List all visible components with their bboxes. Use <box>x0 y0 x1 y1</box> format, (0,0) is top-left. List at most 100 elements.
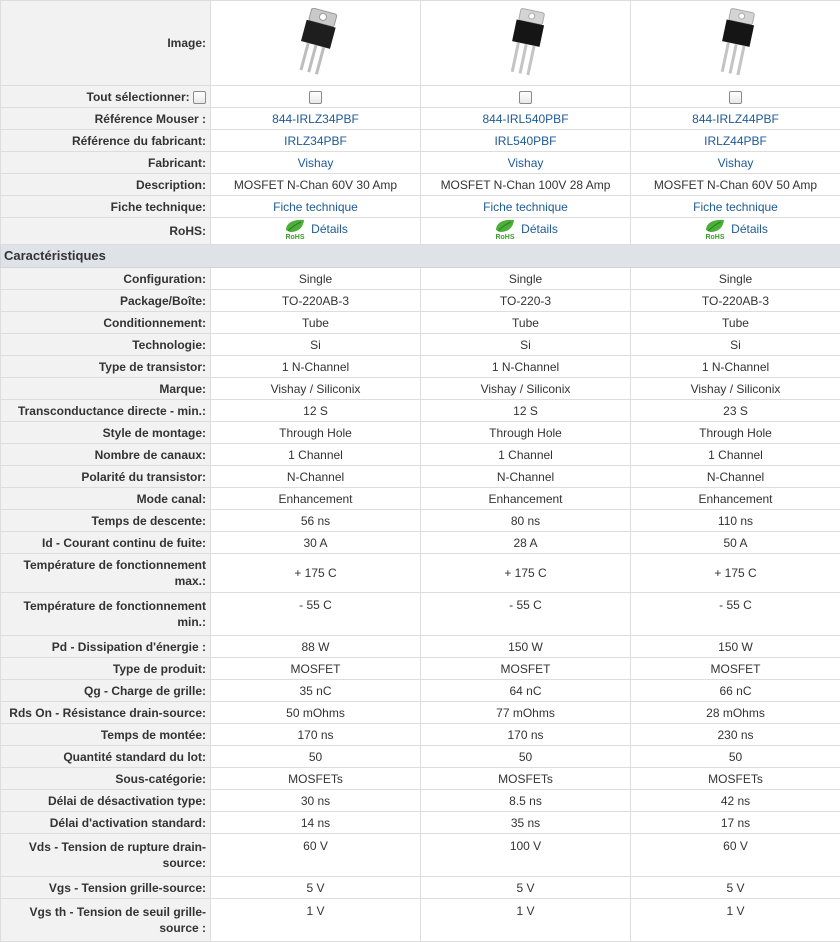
spec-value: 17 ns <box>631 812 840 834</box>
spec-label: Rds On - Résistance drain-source: <box>1 702 211 724</box>
spec-value: 56 ns <box>211 510 421 532</box>
datasheet-link[interactable]: Fiche technique <box>483 200 568 214</box>
spec-label: Configuration: <box>1 268 211 290</box>
manufacturer-link[interactable]: Vishay <box>718 156 754 170</box>
spec-value: Tube <box>631 312 840 334</box>
spec-label: Package/Boîte: <box>1 290 211 312</box>
mouser-ref-link[interactable]: 844-IRL540PBF <box>482 112 568 126</box>
spec-value: Si <box>631 334 840 356</box>
product-checkbox[interactable] <box>309 91 322 104</box>
datasheet-link[interactable]: Fiche technique <box>693 200 778 214</box>
spec-row: Température de fonctionnement max.:+ 175… <box>1 554 840 593</box>
description-value: MOSFET N-Chan 100V 28 Amp <box>421 174 631 196</box>
datasheet-label: Fiche technique: <box>1 196 211 218</box>
datasheet-link[interactable]: Fiche technique <box>273 200 358 214</box>
description-value: MOSFET N-Chan 60V 50 Amp <box>631 174 840 196</box>
spec-value: Single <box>211 268 421 290</box>
spec-value: MOSFET <box>631 658 840 680</box>
rohs-details-text: Détails <box>311 221 348 237</box>
spec-value: Si <box>421 334 631 356</box>
spec-label: Quantité standard du lot: <box>1 746 211 768</box>
product-image[interactable] <box>706 8 766 78</box>
svg-text:RoHS: RoHS <box>286 234 305 240</box>
manufacturer-link[interactable]: Vishay <box>508 156 544 170</box>
product-image[interactable] <box>496 8 556 78</box>
spec-value: MOSFETs <box>211 768 421 790</box>
spec-value: 230 ns <box>631 724 840 746</box>
spec-value: 12 S <box>421 400 631 422</box>
spec-value: 80 ns <box>421 510 631 532</box>
spec-value: 5 V <box>631 877 840 899</box>
mfr-ref-link[interactable]: IRLZ34PBF <box>284 134 347 148</box>
spec-value: 50 mOhms <box>211 702 421 724</box>
rohs-details-link[interactable]: RoHS Détails <box>493 218 558 240</box>
spec-value: 64 nC <box>421 680 631 702</box>
spec-value: 1 V <box>211 899 421 942</box>
spec-value: 30 A <box>211 532 421 554</box>
spec-label: Vgs - Tension grille-source: <box>1 877 211 899</box>
section-header-row: Caractéristiques <box>1 245 840 268</box>
spec-value: 66 nC <box>631 680 840 702</box>
spec-label: Transconductance directe - min.: <box>1 400 211 422</box>
spec-label: Sous-catégorie: <box>1 768 211 790</box>
spec-row: Vgs th - Tension de seuil grille-source … <box>1 899 840 942</box>
spec-value: 60 V <box>211 834 421 877</box>
rohs-details-link[interactable]: RoHS Détails <box>283 218 348 240</box>
mouser-ref-link[interactable]: 844-IRLZ34PBF <box>272 112 359 126</box>
rohs-details-link[interactable]: RoHS Détails <box>703 218 768 240</box>
spec-value: Tube <box>211 312 421 334</box>
spec-value: MOSFETs <box>631 768 840 790</box>
spec-value: 12 S <box>211 400 421 422</box>
spec-value: Vishay / Siliconix <box>631 378 840 400</box>
description-value: MOSFET N-Chan 60V 30 Amp <box>211 174 421 196</box>
mfr-ref-label: Référence du fabricant: <box>1 130 211 152</box>
product-image-cell <box>421 1 631 86</box>
mfr-ref-link[interactable]: IRL540PBF <box>494 134 556 148</box>
spec-value: 170 ns <box>421 724 631 746</box>
spec-value: 1 Channel <box>421 444 631 466</box>
spec-value: MOSFETs <box>421 768 631 790</box>
product-checkbox[interactable] <box>519 91 532 104</box>
spec-row: Température de fonctionnement min.:- 55 … <box>1 593 840 636</box>
spec-label: Temps de descente: <box>1 510 211 532</box>
spec-label: Vgs th - Tension de seuil grille-source … <box>1 899 211 942</box>
product-image[interactable] <box>286 8 346 78</box>
description-row: Description: MOSFET N-Chan 60V 30 Amp MO… <box>1 174 840 196</box>
spec-value: + 175 C <box>631 554 840 593</box>
mouser-ref-link[interactable]: 844-IRLZ44PBF <box>692 112 779 126</box>
mouser-ref-label: Référence Mouser : <box>1 108 211 130</box>
spec-value: 1 N-Channel <box>211 356 421 378</box>
section-title: Caractéristiques <box>1 245 840 268</box>
spec-row: Vds - Tension de rupture drain-source:60… <box>1 834 840 877</box>
spec-value: - 55 C <box>211 593 421 636</box>
spec-value: Tube <box>421 312 631 334</box>
spec-value: 28 mOhms <box>631 702 840 724</box>
rohs-details-text: Détails <box>731 221 768 237</box>
image-label: Image: <box>1 1 211 86</box>
spec-value: Vishay / Siliconix <box>421 378 631 400</box>
spec-value: N-Channel <box>421 466 631 488</box>
select-all-checkbox[interactable] <box>193 91 206 104</box>
mfr-ref-link[interactable]: IRLZ44PBF <box>704 134 767 148</box>
spec-label: Délai d'activation standard: <box>1 812 211 834</box>
spec-value: 42 ns <box>631 790 840 812</box>
select-row: Tout sélectionner: <box>1 86 840 108</box>
select-all-cell: Tout sélectionner: <box>1 86 211 108</box>
spec-value: - 55 C <box>631 593 840 636</box>
spec-value: Through Hole <box>631 422 840 444</box>
product-checkbox[interactable] <box>729 91 742 104</box>
manufacturer-link[interactable]: Vishay <box>298 156 334 170</box>
spec-value: Vishay / Siliconix <box>211 378 421 400</box>
